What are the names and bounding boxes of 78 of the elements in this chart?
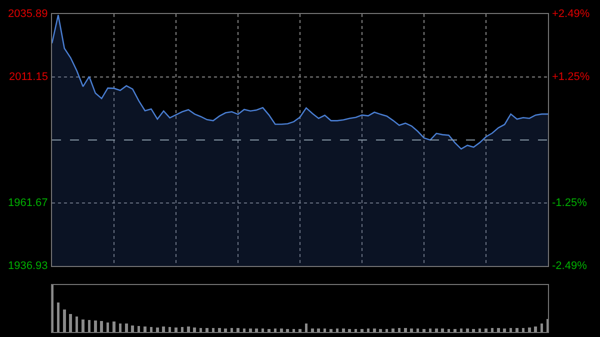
bar: [528, 327, 531, 332]
bar: [342, 328, 345, 332]
bar: [174, 327, 178, 332]
bar: [298, 329, 302, 332]
bar: [416, 328, 420, 332]
y-tick-label: 1936.93: [8, 260, 48, 272]
bar: [428, 328, 432, 332]
bar: [242, 328, 246, 332]
bar: [63, 309, 66, 332]
bar: [311, 328, 314, 332]
y-tick-label: 1961.67: [8, 197, 48, 209]
bar: [268, 329, 270, 332]
bar: [422, 329, 426, 332]
bar: [106, 322, 110, 332]
bar: [280, 328, 283, 332]
y2-tick-label: -2.49%: [552, 260, 588, 272]
bar: [410, 328, 413, 332]
bar: [490, 328, 494, 332]
bar: [484, 328, 488, 332]
bar: [206, 328, 208, 332]
bar: [460, 328, 463, 332]
y-tick-label: 2035.89: [8, 8, 48, 20]
bar: [398, 328, 401, 332]
bar: [317, 328, 320, 332]
bar: [236, 328, 240, 332]
bar: [360, 329, 364, 332]
bar: [323, 328, 326, 332]
bar: [100, 321, 103, 332]
bar: [497, 328, 500, 332]
bar: [336, 328, 339, 332]
bar: [69, 314, 72, 332]
bar: [435, 328, 438, 332]
bar: [261, 328, 264, 332]
bar: [330, 329, 332, 332]
bar: [472, 329, 475, 332]
y-tick-label: 2011.15: [9, 71, 48, 83]
bar: [478, 328, 482, 332]
bar: [454, 329, 456, 332]
bar: [385, 329, 388, 332]
y2-tick-label: +1.25%: [552, 71, 590, 83]
bar: [286, 329, 289, 332]
bar: [118, 324, 122, 332]
bar: [373, 328, 376, 332]
bar: [534, 326, 537, 332]
bar: [441, 328, 444, 332]
bar: [392, 328, 394, 332]
bar: [255, 328, 258, 332]
bar: [274, 328, 277, 332]
bar: [447, 329, 450, 332]
bar: [230, 328, 234, 332]
y2-tick-label: +2.49%: [552, 8, 590, 20]
bar: [249, 328, 252, 332]
bar: [366, 328, 370, 332]
bar: [131, 325, 134, 332]
bar: [162, 326, 165, 332]
bar: [304, 324, 308, 332]
bar: [503, 328, 506, 332]
y2-tick-label: -1.25%: [552, 197, 588, 209]
bar: [218, 328, 221, 332]
bar: [112, 322, 116, 332]
bar: [125, 324, 128, 332]
bar: [94, 320, 97, 332]
bar: [348, 329, 351, 332]
bar: [82, 319, 84, 332]
bar: [379, 329, 382, 332]
bar: [466, 328, 469, 332]
bar: [75, 316, 78, 332]
bar: [187, 326, 190, 332]
bar: [193, 327, 196, 332]
bar: [224, 328, 227, 332]
bar: [354, 329, 358, 332]
bar: [292, 329, 296, 332]
bar: [144, 326, 146, 332]
bar: [540, 324, 544, 332]
bar: [509, 328, 512, 332]
bar: [516, 328, 518, 332]
bar: [156, 327, 159, 332]
bar: [404, 328, 407, 332]
